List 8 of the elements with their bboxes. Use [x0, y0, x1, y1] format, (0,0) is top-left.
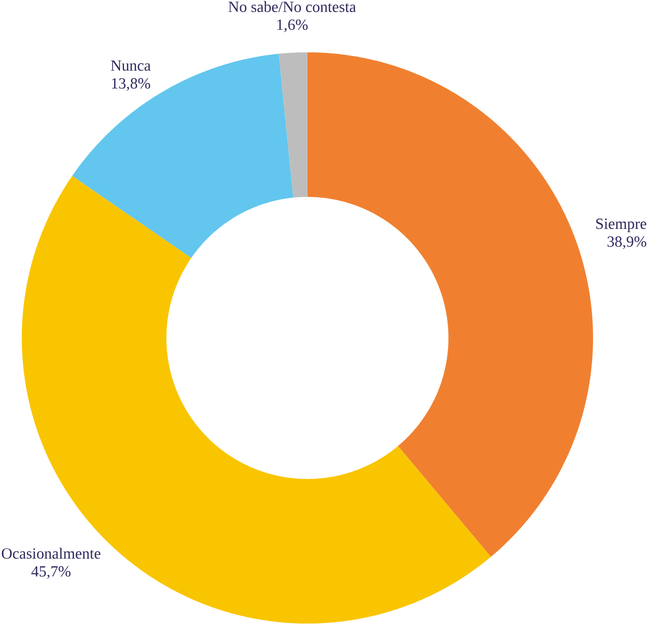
slice-label: Siempre	[596, 218, 646, 232]
data-label: 13,8%	[112, 78, 150, 92]
data-label: 45,7%	[31, 566, 70, 580]
slice-label: No sabe/No contesta	[228, 1, 356, 12]
data-label: 38,9%	[608, 236, 646, 250]
slice-label: Ocasionalmente	[2, 548, 100, 559]
slice-label: Nunca	[110, 60, 151, 71]
data-label: 1,6%	[277, 20, 308, 32]
